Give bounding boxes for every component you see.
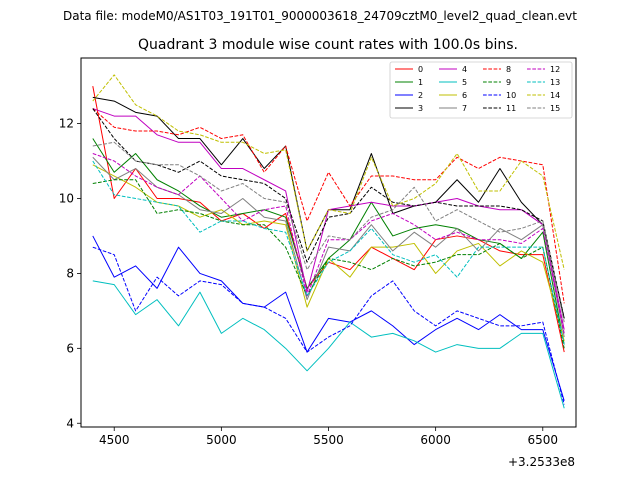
legend-label-10: 10: [506, 91, 516, 100]
legend-label-12: 12: [550, 65, 560, 74]
series-line-3: [92, 96, 565, 319]
y-tick-label: 8: [66, 266, 74, 280]
series-line-14: [92, 74, 565, 270]
y-tick-label: 6: [66, 341, 74, 355]
x-tick-label: 5500: [313, 433, 344, 447]
series-line-12: [92, 153, 565, 334]
series-line-1: [92, 138, 565, 345]
legend-label-0: 0: [418, 65, 423, 74]
y-tick-label: 10: [59, 191, 74, 205]
series-line-4: [92, 108, 565, 330]
x-tick-label: 5000: [206, 433, 237, 447]
legend-label-11: 11: [506, 104, 516, 113]
legend-label-3: 3: [418, 104, 423, 113]
legend-label-8: 8: [506, 65, 511, 74]
series-line-5: [92, 280, 565, 409]
x-tick-label: 6500: [528, 433, 559, 447]
legend-label-13: 13: [550, 78, 560, 87]
legend-label-6: 6: [462, 91, 467, 100]
series-line-15: [92, 141, 565, 323]
chart-title: Quadrant 3 module wise count rates with …: [138, 37, 518, 53]
legend-label-9: 9: [506, 78, 511, 87]
series-line-8: [92, 108, 565, 304]
y-axis: 4 6 8 10 12: [59, 117, 81, 430]
series-line-11: [92, 108, 565, 319]
legend-label-2: 2: [418, 91, 423, 100]
legend-label-15: 15: [550, 104, 560, 113]
plot-lines: [92, 74, 565, 409]
x-axis: 4500 5000 5500 6000 6500: [99, 427, 558, 447]
x-offset-label: +3.2533e8: [508, 455, 575, 469]
legend-label-7: 7: [462, 104, 467, 113]
legend-label-14: 14: [550, 91, 560, 100]
chart-suptitle: Data file: modeM0/AS1T03_191T01_90000036…: [63, 9, 577, 23]
legend-label-4: 4: [462, 65, 467, 74]
series-line-13: [92, 160, 565, 345]
legend-box: [389, 61, 573, 119]
series-line-2: [92, 235, 565, 401]
x-tick-label: 4500: [99, 433, 130, 447]
series-line-9: [92, 179, 565, 349]
legend-label-1: 1: [418, 78, 423, 87]
legend-label-5: 5: [462, 78, 467, 87]
y-tick-label: 4: [66, 416, 74, 430]
series-line-10: [92, 246, 565, 405]
series-line-0: [92, 86, 565, 353]
x-tick-label: 6000: [420, 433, 451, 447]
y-tick-label: 12: [59, 117, 74, 131]
series-line-6: [92, 164, 565, 341]
